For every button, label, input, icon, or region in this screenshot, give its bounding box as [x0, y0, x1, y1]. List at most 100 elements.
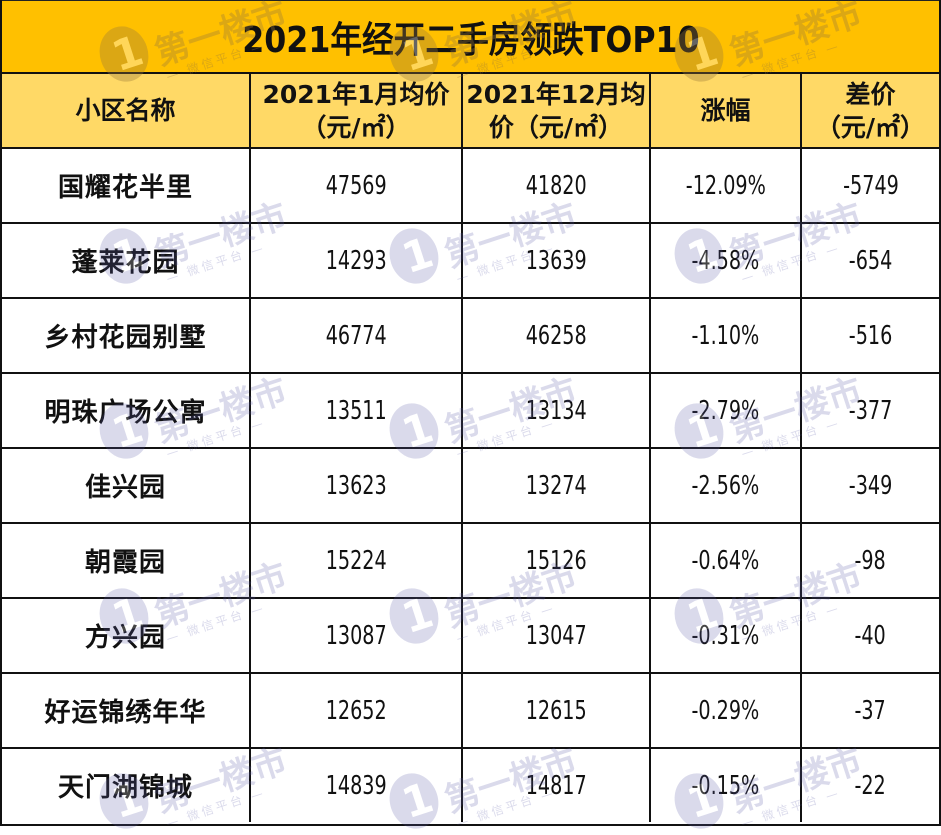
change-value: -4.58% [691, 245, 760, 276]
cell-dec-price: 13134 [461, 372, 651, 449]
header-change-label: 涨幅 [700, 96, 751, 125]
cell-diff: -516 [800, 297, 939, 374]
header-change: 涨幅 [649, 74, 802, 149]
cell-change: -12.09% [649, 147, 802, 224]
cell-change: -2.56% [649, 447, 802, 524]
change-value: -2.56% [691, 470, 760, 501]
jan-price-value: 14293 [325, 245, 387, 276]
change-value: -2.79% [691, 395, 760, 426]
cell-name: 明珠广场公寓 [2, 372, 251, 449]
change-value: -0.29% [691, 695, 760, 726]
change-value: -0.64% [691, 545, 760, 576]
diff-value: -98 [854, 545, 887, 576]
jan-price-value: 47569 [325, 170, 387, 201]
cell-change: -0.31% [649, 597, 802, 674]
header-dec-price: 2021年12月均 价（元/㎡） [461, 74, 651, 149]
cell-change: -4.58% [649, 222, 802, 299]
diff-value: -5749 [842, 170, 899, 201]
cell-change: -0.29% [649, 672, 802, 749]
cell-dec-price: 14817 [461, 747, 651, 822]
header-diff-line1: 差价 [845, 79, 896, 109]
cell-diff: -37 [800, 672, 939, 749]
cell-dec-price: 13274 [461, 447, 651, 524]
cell-jan-price: 47569 [249, 147, 463, 224]
table-row: 蓬莱花园 14293 13639 -4.58% -654 [2, 222, 939, 299]
cell-name: 乡村花园别墅 [2, 297, 251, 374]
header-diff-line2: （元/㎡） [815, 112, 926, 142]
table-row: 方兴园 13087 13047 -0.31% -40 [2, 597, 939, 674]
dec-price-value: 12615 [525, 695, 587, 726]
cell-diff: -22 [800, 747, 939, 822]
table-row: 好运锦绣年华 12652 12615 -0.29% -37 [2, 672, 939, 749]
cell-name: 好运锦绣年华 [2, 672, 251, 749]
cell-name: 国耀花半里 [2, 147, 251, 224]
change-value: -1.10% [691, 320, 760, 351]
cell-jan-price: 46774 [249, 297, 463, 374]
jan-price-value: 13623 [325, 470, 387, 501]
cell-diff: -98 [800, 522, 939, 599]
dec-price-value: 15126 [525, 545, 587, 576]
table-row: 朝霞园 15224 15126 -0.64% -98 [2, 522, 939, 599]
jan-price-value: 46774 [325, 320, 387, 351]
diff-value: -22 [854, 770, 887, 801]
cell-change: -0.64% [649, 522, 802, 599]
diff-value: -654 [848, 245, 893, 276]
cell-diff: -377 [800, 372, 939, 449]
diff-value: -349 [848, 470, 893, 501]
cell-dec-price: 41820 [461, 147, 651, 224]
dec-price-value: 46258 [525, 320, 587, 351]
title-bar: 2021年经开二手房领跌TOP10 [2, 0, 939, 74]
header-jan-price: 2021年1月均价 （元/㎡） [249, 74, 463, 149]
change-value: -0.15% [691, 770, 760, 801]
table-header-row: 小区名称 2021年1月均价 （元/㎡） 2021年12月均 价（元/㎡） 涨幅 差… [2, 74, 939, 149]
jan-price-value: 13087 [325, 620, 387, 651]
jan-price-value: 13511 [325, 395, 387, 426]
jan-price-value: 12652 [325, 695, 387, 726]
table-row: 国耀花半里 47569 41820 -12.09% -5749 [2, 147, 939, 224]
cell-diff: -40 [800, 597, 939, 674]
table-row: 明珠广场公寓 13511 13134 -2.79% -377 [2, 372, 939, 449]
table-row: 乡村花园别墅 46774 46258 -1.10% -516 [2, 297, 939, 374]
header-dec-price-line2: 价（元/㎡） [488, 112, 624, 142]
cell-jan-price: 14293 [249, 222, 463, 299]
cell-dec-price: 46258 [461, 297, 651, 374]
header-dec-price-line1: 2021年12月均 [466, 79, 646, 109]
cell-name: 蓬莱花园 [2, 222, 251, 299]
diff-value: -377 [848, 395, 893, 426]
dec-price-value: 41820 [525, 170, 587, 201]
header-name: 小区名称 [2, 74, 251, 149]
cell-dec-price: 15126 [461, 522, 651, 599]
cell-name: 方兴园 [2, 597, 251, 674]
cell-change: -2.79% [649, 372, 802, 449]
cell-jan-price: 13087 [249, 597, 463, 674]
jan-price-value: 15224 [325, 545, 387, 576]
dec-price-value: 13274 [525, 470, 587, 501]
cell-name: 朝霞园 [2, 522, 251, 599]
cell-diff: -654 [800, 222, 939, 299]
dec-price-value: 13047 [525, 620, 587, 651]
cell-jan-price: 15224 [249, 522, 463, 599]
cell-name: 天门湖锦城 [2, 747, 251, 822]
price-drop-table: 小区名称 2021年1月均价 （元/㎡） 2021年12月均 价（元/㎡） 涨幅 差… [2, 74, 939, 822]
cell-dec-price: 12615 [461, 672, 651, 749]
cell-change: -0.15% [649, 747, 802, 822]
cell-diff: -5749 [800, 147, 939, 224]
cell-change: -1.10% [649, 297, 802, 374]
cell-name: 佳兴园 [2, 447, 251, 524]
cell-jan-price: 13623 [249, 447, 463, 524]
header-jan-price-line1: 2021年1月均价 [262, 79, 450, 109]
cell-dec-price: 13047 [461, 597, 651, 674]
cell-dec-price: 13639 [461, 222, 651, 299]
change-value: -0.31% [691, 620, 760, 651]
header-diff: 差价 （元/㎡） [800, 74, 939, 149]
header-jan-price-line2: （元/㎡） [301, 112, 411, 142]
table-row: 天门湖锦城 14839 14817 -0.15% -22 [2, 747, 939, 822]
dec-price-value: 14817 [525, 770, 587, 801]
page-title: 2021年经开二手房领跌TOP10 [241, 19, 700, 61]
change-value: -12.09% [685, 170, 766, 201]
cell-diff: -349 [800, 447, 939, 524]
diff-value: -37 [854, 695, 887, 726]
dec-price-value: 13639 [525, 245, 587, 276]
cell-jan-price: 14839 [249, 747, 463, 822]
